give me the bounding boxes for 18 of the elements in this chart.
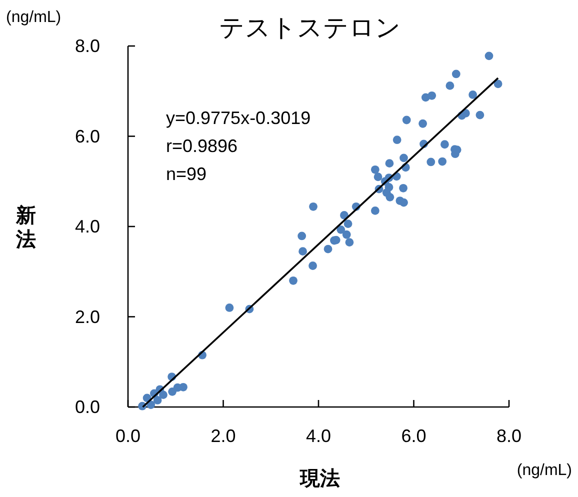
x-tick: 4.0 xyxy=(306,426,332,446)
annotation: n=99 xyxy=(166,164,207,184)
y-tick: 0.0 xyxy=(74,397,100,417)
y-tick: 6.0 xyxy=(74,126,100,146)
x-tick: 2.0 xyxy=(210,426,236,446)
annotation: (ng/mL) xyxy=(516,462,572,479)
y-label: 新法 xyxy=(16,205,36,251)
x-tick: 8.0 xyxy=(496,426,522,446)
y-tick: 8.0 xyxy=(74,36,100,56)
annotation: (ng/mL) xyxy=(6,9,62,26)
x-label: 現法 xyxy=(300,468,340,490)
x-tick: 6.0 xyxy=(401,426,426,446)
annotation: r=0.9896 xyxy=(166,136,238,156)
y-tick: 2.0 xyxy=(74,306,100,327)
y-tick: 4.0 xyxy=(74,216,100,236)
annotation: y=0.9775x-0.3019 xyxy=(166,108,311,128)
title: テストステロン xyxy=(219,14,401,42)
x-tick: 0.0 xyxy=(115,426,141,446)
